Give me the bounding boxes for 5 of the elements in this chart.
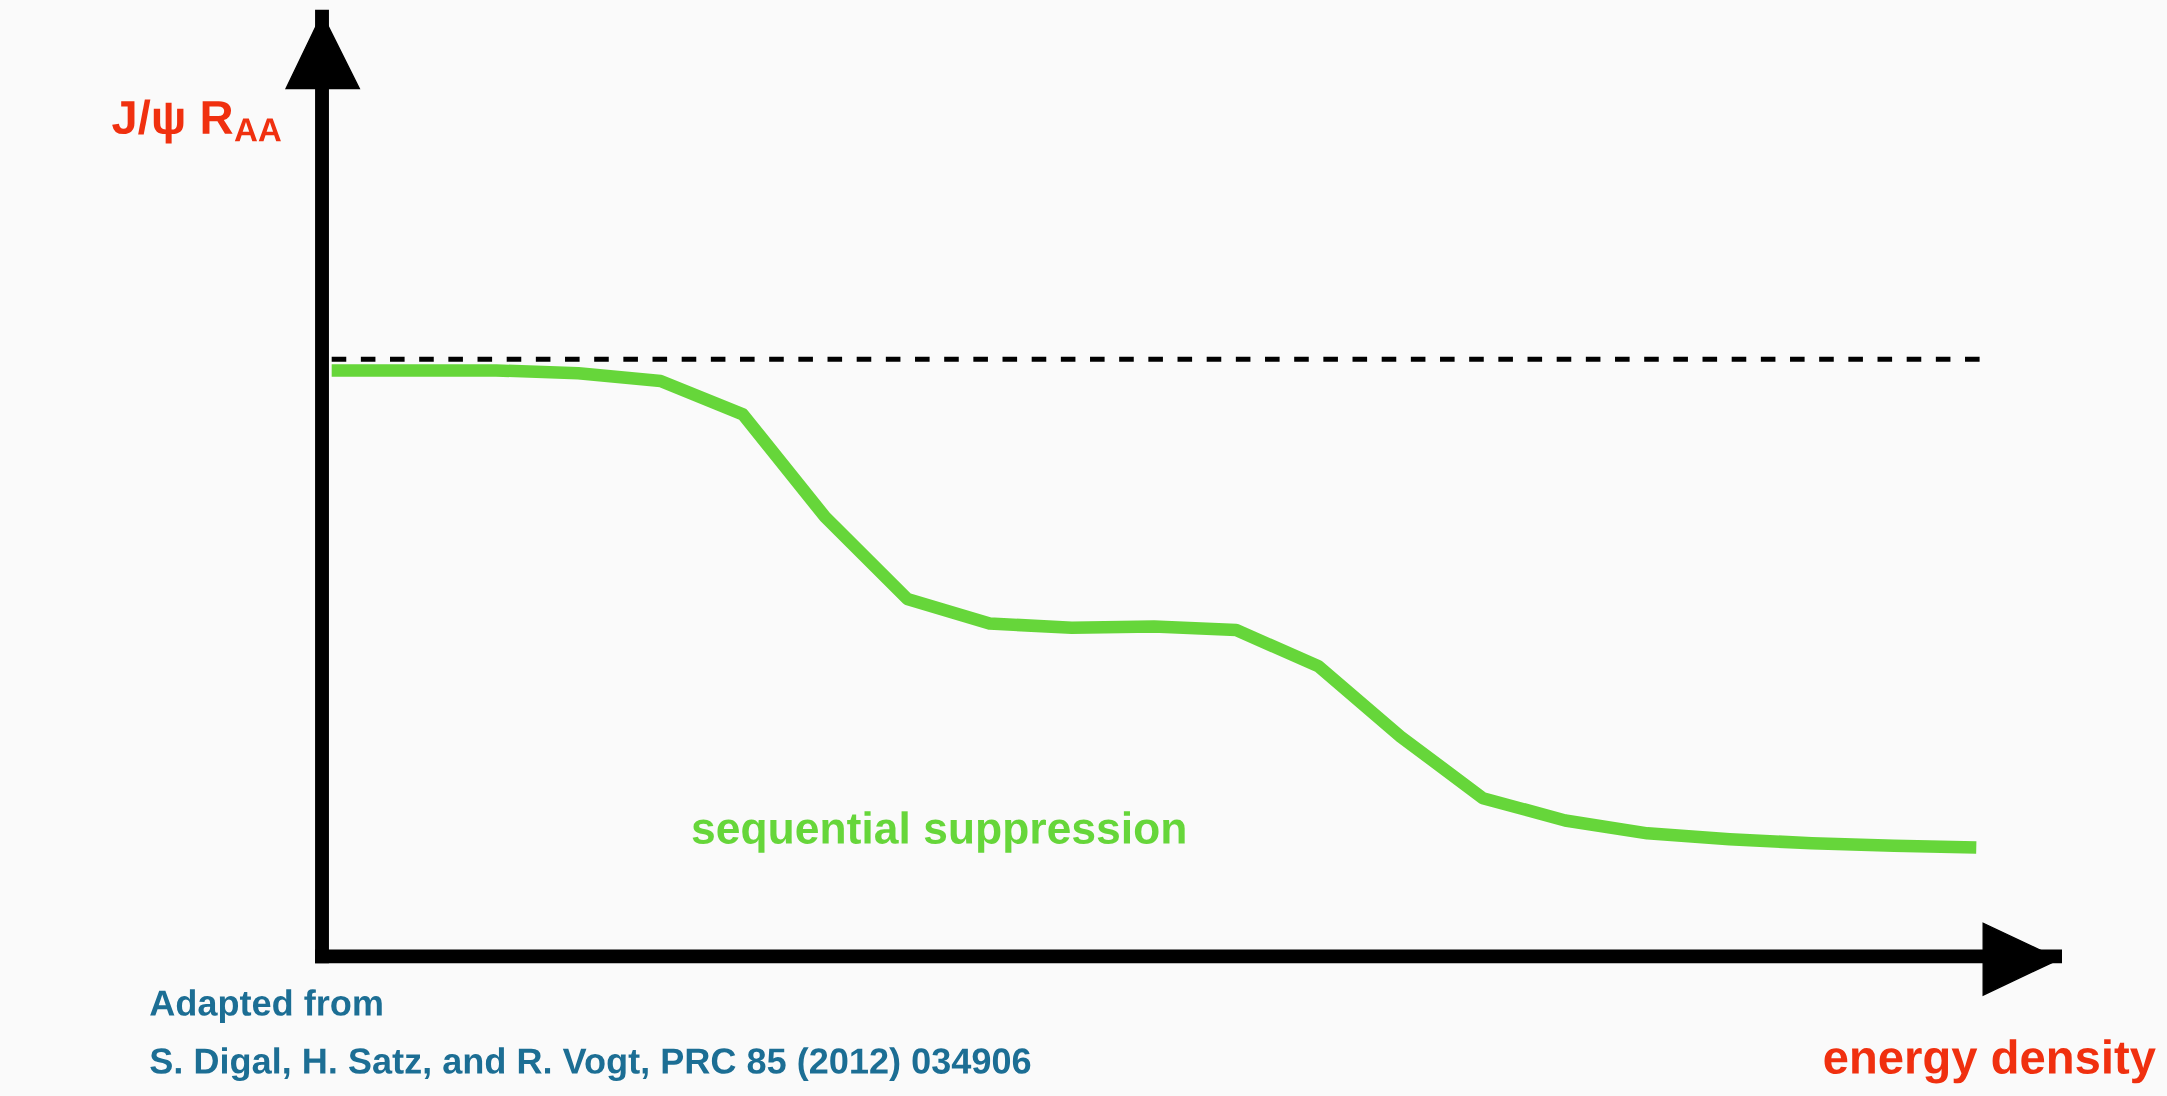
y-axis-title: J/ψ R$_{AA}$ (112, 99, 281, 144)
x-axis-title: energy density (1824, 1039, 2156, 1084)
annotation: sequential suppression (692, 811, 1185, 853)
text: S. Digal, H. Satz, and R. Vogt, PRC 85 (2012) 034906 (150, 1047, 1031, 1082)
text: Adapted from (150, 989, 382, 1023)
